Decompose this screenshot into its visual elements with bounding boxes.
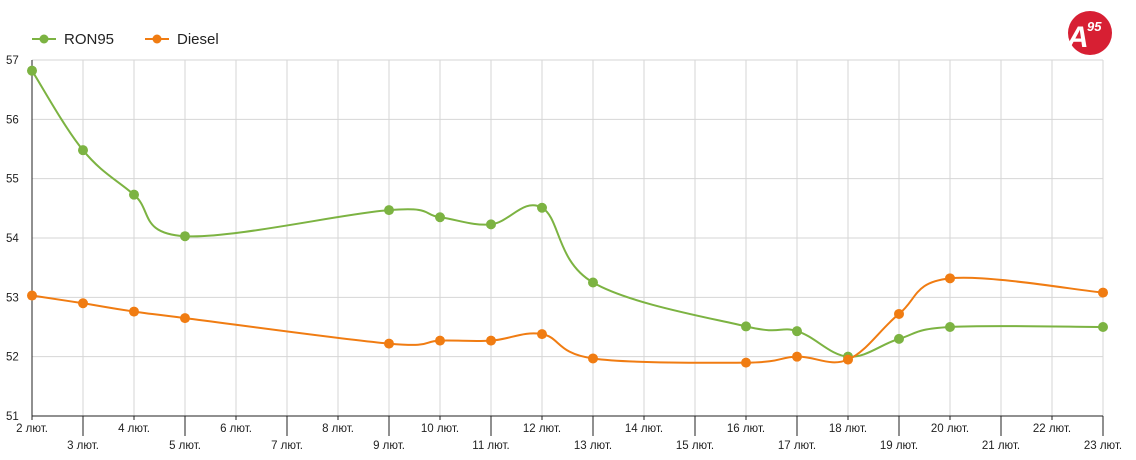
data-point-ron95: [384, 205, 394, 216]
legend-label-ron95: RON95: [64, 31, 114, 48]
data-point-diesel: [129, 306, 139, 317]
data-point-ron95: [129, 189, 139, 200]
data-point-diesel: [27, 290, 37, 301]
data-point-ron95: [588, 277, 598, 288]
x-tick-label: 3 лют.: [67, 440, 99, 452]
logo-number: 95: [1087, 19, 1102, 34]
data-point-diesel: [741, 357, 751, 368]
x-tick-label: 5 лют.: [169, 440, 201, 452]
logo-letter: A: [1066, 21, 1089, 54]
y-tick-label: 56: [6, 114, 19, 126]
data-point-diesel: [588, 353, 598, 364]
series-line-ron95: [31, 70, 1104, 358]
brand-logo: A 95: [1066, 11, 1112, 55]
x-tick-label: 14 лют.: [625, 423, 663, 435]
y-tick-label: 55: [6, 174, 19, 186]
data-point-diesel: [435, 335, 445, 346]
x-tick-label: 20 лют.: [931, 423, 969, 435]
data-point-diesel: [78, 298, 88, 309]
x-tick-label: 8 лют.: [322, 423, 354, 435]
series-line-diesel: [31, 276, 1104, 364]
data-point-diesel: [537, 329, 547, 340]
x-tick-label: 13 лют.: [574, 440, 612, 452]
logo-circle: [1068, 11, 1112, 55]
data-point-diesel: [384, 338, 394, 349]
y-tick-label: 53: [6, 292, 19, 304]
x-tick-label: 16 лют.: [727, 423, 765, 435]
x-tick-label: 6 лют.: [220, 423, 252, 435]
data-point-ron95: [741, 321, 751, 332]
data-point-ron95: [1098, 322, 1108, 332]
data-point-ron95: [78, 145, 88, 156]
x-tick-label: 7 лют.: [271, 440, 303, 452]
data-point-ron95: [537, 202, 547, 213]
x-tick-label: 19 лют.: [880, 440, 918, 452]
legend-marker-ron95: [39, 34, 49, 44]
x-tick-label: 18 лют.: [829, 423, 867, 435]
data-point-ron95: [435, 212, 445, 223]
x-tick-label: 2 лют.: [16, 423, 48, 435]
data-point-ron95: [894, 333, 904, 344]
data-point-ron95: [792, 326, 802, 337]
x-tick-label: 4 лют.: [118, 423, 150, 435]
axes: 51 52 53 54 55 56 57 2 лют. 3 лют. 4 лют. 5 лют. 6 …: [6, 55, 1122, 452]
x-tick-label: 10 лют.: [421, 423, 459, 435]
x-tick-label: 21 лют.: [982, 440, 1020, 452]
grid: [32, 59, 1104, 416]
legend-item-ron95: RON95: [32, 31, 114, 48]
x-tick-label: 11 лют.: [472, 440, 509, 452]
data-point-diesel: [843, 354, 853, 365]
x-tick-label: 15 лют.: [676, 440, 714, 452]
x-tick-label: 23 лют.: [1084, 440, 1122, 452]
data-point-diesel: [180, 313, 190, 324]
x-tick-label: 9 лют.: [373, 440, 405, 452]
data-point-ron95: [180, 231, 190, 242]
data-point-diesel: [486, 335, 496, 346]
data-point-diesel: [792, 351, 802, 362]
y-tick-label: 52: [6, 352, 19, 364]
x-tick-label: 17 лют.: [778, 440, 816, 452]
y-tick-label: 51: [6, 411, 19, 423]
data-point-ron95: [27, 65, 37, 76]
legend-label-diesel: Diesel: [177, 31, 219, 48]
y-tick-label: 57: [6, 55, 19, 67]
data-point-diesel: [1098, 287, 1108, 298]
legend-marker-diesel: [152, 34, 162, 44]
data-point-ron95: [486, 219, 496, 230]
series-group: [27, 65, 1108, 368]
legend: RON95 Diesel: [32, 31, 219, 48]
x-tick-label: 22 лют.: [1033, 423, 1071, 435]
y-tick-label: 54: [6, 233, 19, 245]
data-point-diesel: [945, 273, 955, 284]
data-point-ron95: [945, 322, 955, 332]
legend-item-diesel: Diesel: [145, 31, 219, 48]
data-point-diesel: [894, 308, 904, 319]
x-tick-label: 12 лют.: [523, 423, 561, 435]
